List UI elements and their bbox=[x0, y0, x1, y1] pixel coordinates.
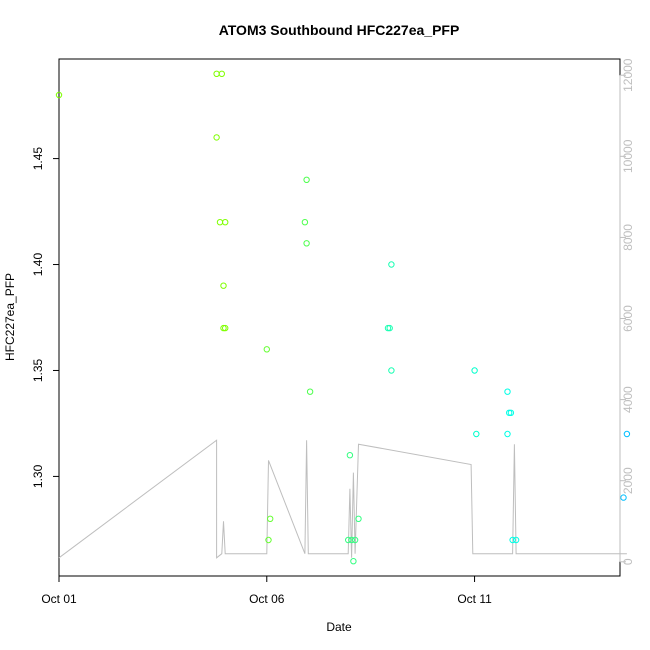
altitude-series-line bbox=[58, 439, 627, 559]
y-axis-label: HFC227ea_PFP bbox=[3, 273, 17, 361]
data-point bbox=[263, 346, 270, 353]
data-point bbox=[504, 388, 511, 395]
x-tick-label: Oct 06 bbox=[249, 592, 285, 606]
data-point bbox=[351, 536, 359, 544]
data-point bbox=[303, 176, 310, 184]
chart-title: ATOM3 Southbound HFC227ea_PFP bbox=[219, 22, 460, 38]
data-point bbox=[388, 367, 395, 374]
data-point bbox=[218, 70, 226, 78]
data-point bbox=[348, 536, 355, 544]
data-point bbox=[623, 430, 631, 438]
data-point bbox=[504, 430, 511, 438]
y2-tick-label: 6000 bbox=[621, 305, 635, 332]
data-point bbox=[306, 388, 314, 395]
y2-tick-label: 0 bbox=[621, 558, 635, 565]
y2-tick-label: 10000 bbox=[621, 139, 635, 173]
data-point bbox=[509, 536, 516, 544]
y-tick-label: 1.35 bbox=[31, 358, 45, 382]
y-tick-label: 1.45 bbox=[31, 147, 45, 171]
data-point bbox=[303, 240, 310, 247]
data-point bbox=[388, 261, 395, 268]
data-point bbox=[512, 536, 520, 544]
data-point bbox=[267, 515, 274, 522]
data-point bbox=[345, 536, 352, 544]
y-tick-label: 1.30 bbox=[31, 464, 45, 488]
y-tick-label: 1.40 bbox=[31, 253, 45, 277]
data-point bbox=[507, 409, 515, 416]
y2-axis: 0 2000 4000 6000 8000 10000 12000 bbox=[619, 58, 635, 565]
data-point bbox=[213, 134, 220, 141]
x-axis: Oct 01 Oct 06 Oct 11 bbox=[41, 575, 492, 606]
data-point bbox=[222, 219, 229, 226]
data-point bbox=[620, 494, 627, 501]
y2-tick-label: 4000 bbox=[621, 386, 635, 413]
y2-tick-label: 8000 bbox=[621, 224, 635, 251]
x-tick-label: Oct 01 bbox=[41, 592, 77, 606]
data-point bbox=[473, 430, 480, 438]
data-point bbox=[216, 219, 224, 226]
data-point bbox=[355, 515, 362, 522]
x-axis-label: Date bbox=[326, 620, 352, 634]
y2-tick-label: 12000 bbox=[621, 58, 635, 92]
data-point bbox=[301, 219, 309, 226]
data-point bbox=[386, 324, 393, 332]
y2-tick-label: 2000 bbox=[621, 467, 635, 494]
points-layer bbox=[55, 70, 631, 565]
plot-area bbox=[58, 58, 621, 577]
data-point bbox=[350, 558, 357, 565]
data-point bbox=[222, 324, 229, 332]
data-point bbox=[346, 452, 354, 459]
data-point bbox=[213, 70, 220, 78]
altitude-layer bbox=[58, 439, 627, 559]
data-point bbox=[55, 91, 63, 99]
data-point bbox=[265, 536, 272, 544]
x-tick-label: Oct 11 bbox=[457, 592, 492, 606]
y-axis: 1.30 1.35 1.40 1.45 bbox=[31, 147, 60, 488]
data-point bbox=[471, 367, 478, 374]
data-point bbox=[220, 282, 227, 289]
